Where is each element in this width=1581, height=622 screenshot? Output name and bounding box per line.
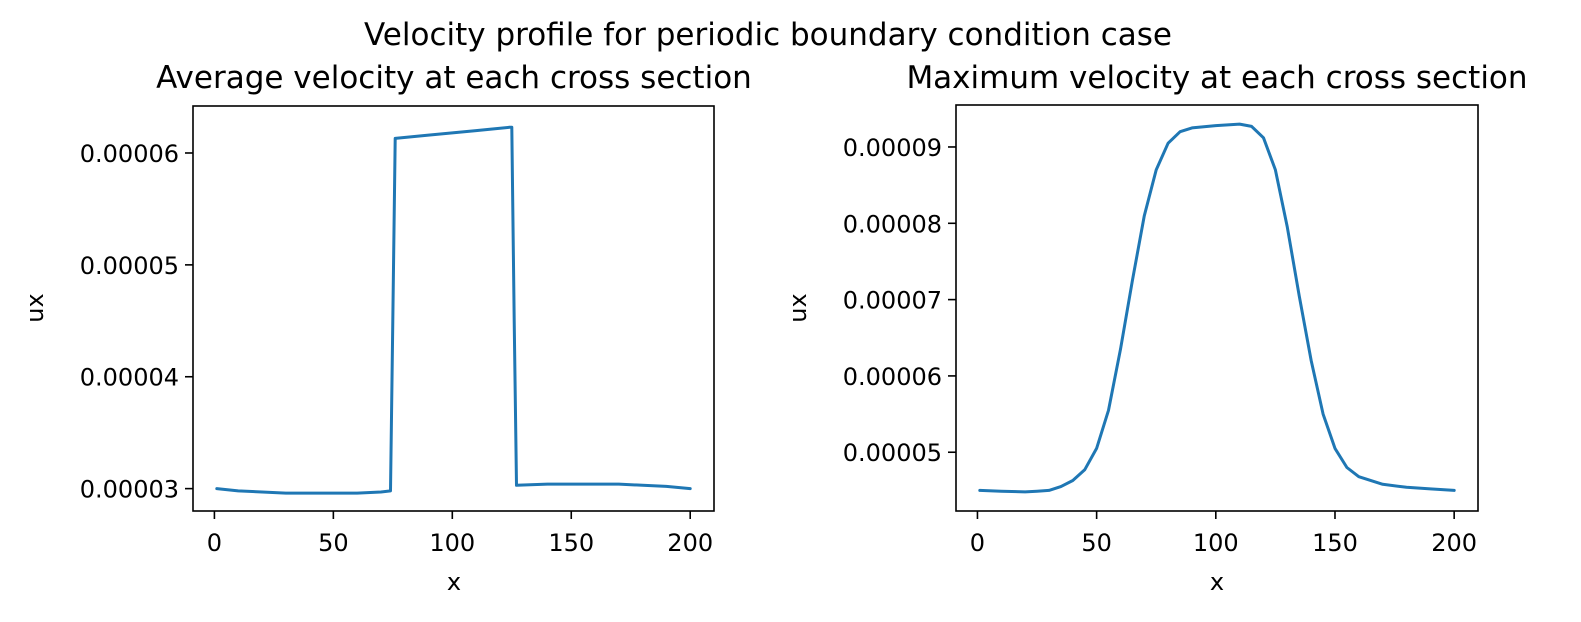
x-tick-label: 150 [1312, 529, 1358, 557]
series-line [978, 122, 1456, 494]
x-axis: 0 50 100 150 200 [970, 511, 1477, 557]
x-tick-label: 200 [667, 529, 713, 557]
x-axis-label: x [447, 568, 461, 596]
x-axis-label: x [1210, 568, 1224, 596]
figure-suptitle: Velocity profile for periodic boundary c… [364, 17, 1172, 53]
y-tick-label: 0.00009 [843, 134, 942, 162]
y-tick-label: 0.00006 [843, 363, 942, 391]
y-tick-label: 0.00005 [843, 439, 942, 467]
plot-area [215, 125, 692, 495]
x-tick-label: 0 [970, 529, 985, 557]
chart-average-velocity: Average velocity at each cross section 0… [21, 60, 752, 596]
y-tick-label: 0.00006 [80, 140, 179, 168]
chart-maximum-velocity: Maximum velocity at each cross section 0… [784, 60, 1528, 596]
x-tick-label: 50 [1081, 529, 1112, 557]
x-tick-label: 100 [429, 529, 475, 557]
chart-title: Maximum velocity at each cross section [906, 60, 1527, 96]
axes-frame [955, 104, 1479, 512]
y-tick-label: 0.00003 [80, 476, 179, 504]
chart-title: Average velocity at each cross section [156, 60, 752, 96]
x-axis: 0 50 100 150 200 [207, 511, 713, 557]
y-axis: 0.00005 0.00006 0.00007 0.00008 0.00009 [843, 134, 956, 467]
axes-frame [192, 105, 715, 512]
x-tick-label: 100 [1193, 529, 1239, 557]
x-tick-label: 50 [318, 529, 349, 557]
y-tick-label: 0.00004 [80, 364, 179, 392]
x-tick-label: 150 [548, 529, 594, 557]
y-axis-label: ux [784, 293, 812, 322]
x-tick-label: 0 [207, 529, 222, 557]
y-axis: 0.00003 0.00004 0.00005 0.00006 [80, 140, 193, 504]
plot-area [978, 122, 1456, 494]
y-axis-label: ux [21, 293, 49, 322]
y-tick-label: 0.00007 [843, 287, 942, 315]
x-tick-label: 200 [1431, 529, 1477, 557]
series-line [215, 125, 692, 495]
y-tick-label: 0.00008 [843, 210, 942, 238]
y-tick-label: 0.00005 [80, 252, 179, 280]
